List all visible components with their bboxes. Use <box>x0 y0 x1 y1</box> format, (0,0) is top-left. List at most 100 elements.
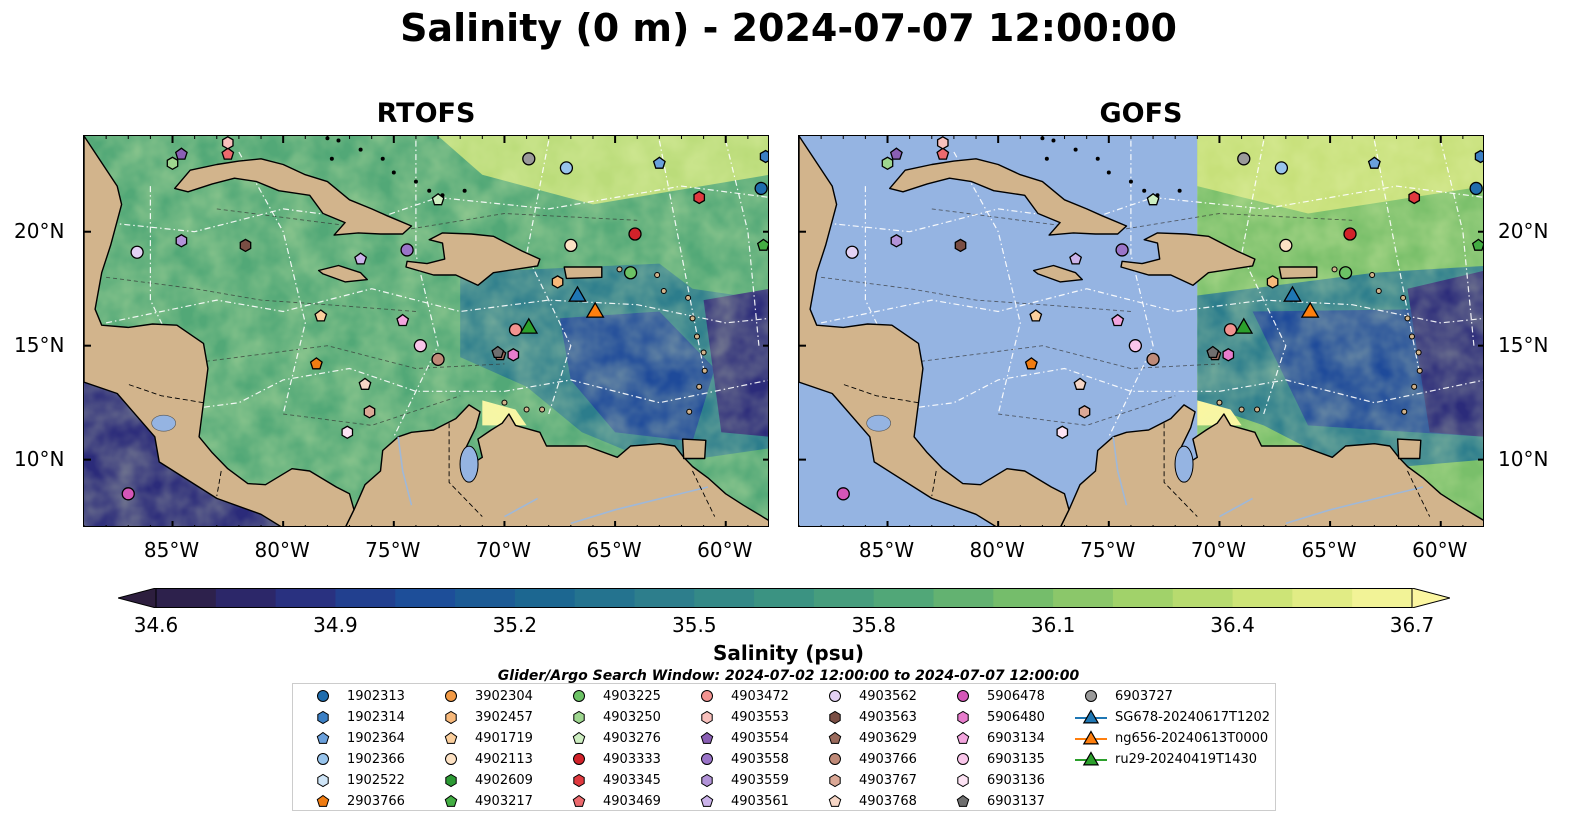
legend-label: 5906478 <box>987 688 1045 704</box>
marker-4903345 <box>693 190 706 205</box>
marker-4903553 <box>936 136 949 150</box>
legend-label: 4903225 <box>603 688 661 704</box>
lat-label: 10°N <box>1498 446 1549 471</box>
marker-4903559 <box>175 234 188 248</box>
marker-4901719 <box>1029 309 1043 322</box>
hexagon-marker-icon <box>829 710 841 725</box>
marker-4903562 <box>130 245 144 259</box>
circle-marker-icon <box>701 690 713 702</box>
colorbar-tick-label: 36.4 <box>1210 613 1255 637</box>
colorbar-tick-label: 35.8 <box>851 613 896 637</box>
legend-label: 4903768 <box>859 793 917 809</box>
lon-label: 60°W <box>1412 538 1468 562</box>
legend-item: 4901719 <box>433 728 533 748</box>
legend-label: 4903469 <box>603 793 661 809</box>
marker-ng656-20240613T0000 <box>1300 301 1320 318</box>
marker-6903136 <box>1056 425 1069 440</box>
land-masses <box>84 136 768 526</box>
marker-4903554 <box>174 147 188 160</box>
legend-label: 3902304 <box>475 688 533 704</box>
legend-item: 4903553 <box>689 707 789 727</box>
marker-4903469 <box>221 147 235 160</box>
legend-label: SG678-20240617T1202 <box>1115 709 1271 725</box>
legend-item: 4902113 <box>433 749 533 769</box>
marker-4903217 <box>1471 238 1483 251</box>
marker-4903250 <box>881 156 894 171</box>
lon-label: 70°W <box>1190 538 1247 562</box>
legend-label: 6903727 <box>1115 688 1173 704</box>
marker-4903768 <box>1073 377 1087 390</box>
triangle-marker-icon <box>1075 709 1107 724</box>
legend-item: 4903561 <box>689 791 789 811</box>
legend-item: 4903276 <box>561 728 661 748</box>
marker-5906480 <box>507 348 520 362</box>
legend-item: 6903137 <box>945 791 1045 811</box>
hexagon-marker-icon <box>573 710 585 725</box>
marker-4903553 <box>221 136 234 150</box>
marker-4903345 <box>1408 190 1421 205</box>
hexagon-marker-icon <box>317 773 329 788</box>
lon-label: 80°W <box>969 538 1025 562</box>
legend-label: 4903250 <box>603 709 661 725</box>
legend-item: 4903250 <box>561 707 661 727</box>
marker-6903134 <box>1111 313 1125 327</box>
legend-item: 4903469 <box>561 791 661 811</box>
colorbar <box>116 587 1452 609</box>
map-rtofs[interactable] <box>83 135 769 527</box>
panel-title-gofs: GOFS <box>1099 98 1183 129</box>
hexagon-marker-icon <box>701 710 713 725</box>
legend-label: 6903135 <box>987 751 1045 767</box>
legend-label: 4903561 <box>731 793 789 809</box>
legend-label: 4903767 <box>859 772 917 788</box>
lon-label: 65°W <box>586 538 642 562</box>
legend-label: 1902522 <box>347 772 405 788</box>
legend-label: 6903136 <box>987 772 1045 788</box>
marker-SG678-20240617T1202 <box>1283 285 1302 302</box>
lon-label: 70°W <box>475 538 532 562</box>
hexagon-marker-icon <box>957 710 969 725</box>
legend-label: 6903134 <box>987 730 1045 746</box>
land-masses <box>799 136 1483 526</box>
legend-label: 4903563 <box>859 709 917 725</box>
legend-label: 4903629 <box>859 730 917 746</box>
marker-4902113 <box>564 238 578 253</box>
marker-3902457 <box>551 275 564 289</box>
legend-item: 4903225 <box>561 686 661 706</box>
hexagon-marker-icon <box>957 773 969 788</box>
legend-item: 6903136 <box>945 770 1045 790</box>
marker-4903561 <box>1069 252 1083 265</box>
legend-item: 4903562 <box>817 686 917 706</box>
legend-label: ng656-20240613T0000 <box>1115 730 1269 746</box>
colorbar-tick-label: 36.7 <box>1389 613 1435 637</box>
marker-ng656-20240613T0000 <box>585 301 605 318</box>
panel-title-rtofs: RTOFS <box>376 98 476 129</box>
colorbar-tick-label: 36.1 <box>1030 613 1076 637</box>
marker-4903333 <box>628 227 642 241</box>
circle-marker-icon <box>445 753 457 765</box>
marker-5906480 <box>1222 348 1235 362</box>
lat-label: 10°N <box>14 446 65 471</box>
circle-marker-icon <box>957 690 969 702</box>
legend-item: 1902366 <box>305 749 405 769</box>
marker-SG678-20240617T1202 <box>568 285 587 302</box>
legend-label: 4903558 <box>731 751 789 767</box>
legend-label: 4903276 <box>603 730 661 746</box>
hexagon-marker-icon <box>701 773 713 788</box>
marker-4903766 <box>1146 352 1160 366</box>
lon-label: 80°W <box>254 538 310 562</box>
legend-item: ru29-20240419T1430 <box>1073 749 1257 769</box>
marker-1902366 <box>1274 161 1289 175</box>
marker-4903559 <box>890 234 903 248</box>
legend-item: 1902314 <box>305 707 405 727</box>
marker-4903472 <box>508 323 523 337</box>
circle-marker-icon <box>1085 690 1097 702</box>
salinity-field <box>799 136 1483 526</box>
lon-label: 60°W <box>697 538 753 562</box>
circle-marker-icon <box>829 690 841 702</box>
lon-label: 85°W <box>143 538 200 562</box>
legend-label: 4903345 <box>603 772 661 788</box>
marker-6903134 <box>396 313 410 327</box>
map-gofs[interactable] <box>798 135 1484 527</box>
marker-4902113 <box>1279 238 1293 253</box>
legend-item: 4903217 <box>433 791 533 811</box>
